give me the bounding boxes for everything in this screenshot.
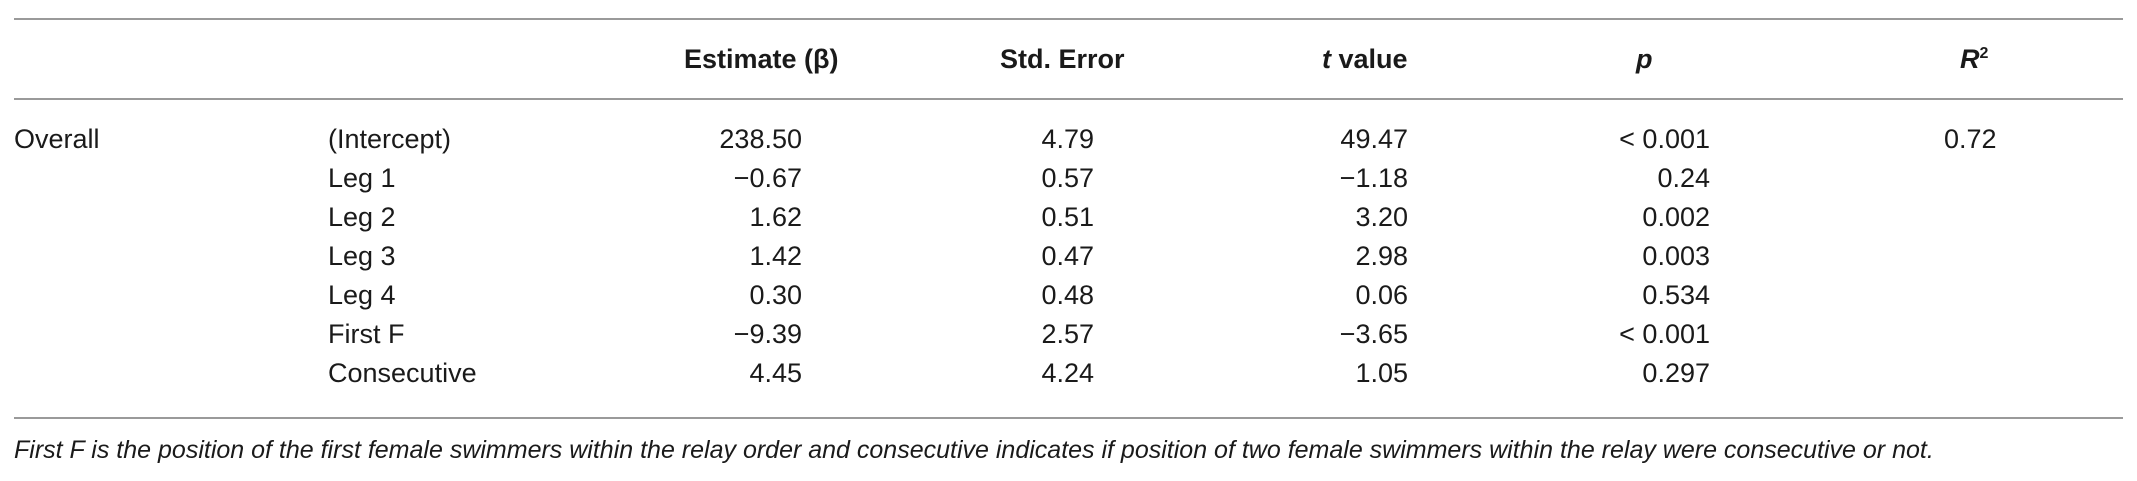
term: Leg 2: [328, 202, 396, 232]
group-label: Overall: [14, 124, 100, 154]
estimate: 1.62: [749, 202, 802, 232]
p-value: 0.534: [1642, 280, 1710, 310]
header-r2: R2: [1960, 42, 1988, 76]
std-error: 0.47: [1041, 241, 1094, 271]
std-error: 4.79: [1041, 124, 1094, 154]
t-value: −1.18: [1339, 163, 1408, 193]
std-error: 2.57: [1041, 319, 1094, 349]
header-t-value-t: t: [1322, 44, 1331, 74]
p-value: 0.297: [1642, 358, 1710, 388]
estimate: 1.42: [749, 241, 802, 271]
t-value: 3.20: [1355, 202, 1408, 232]
term: (Intercept): [328, 124, 452, 154]
p-value: < 0.001: [1619, 124, 1710, 154]
t-value: 1.05: [1355, 358, 1408, 388]
table-header-rule: [14, 98, 2123, 100]
std-error: 0.48: [1041, 280, 1094, 310]
table-footnote: First F is the position of the first fem…: [14, 436, 1934, 464]
term: Leg 4: [328, 280, 396, 310]
r2-value: 0.72: [1944, 124, 1997, 154]
p-value: 0.002: [1642, 202, 1710, 232]
std-error: 4.24: [1041, 358, 1094, 388]
header-p: p: [1636, 44, 1653, 74]
p-value: 0.003: [1642, 241, 1710, 271]
t-value: 0.06: [1355, 280, 1408, 310]
header-std-error: Std. Error: [1000, 44, 1125, 74]
term: Leg 3: [328, 241, 396, 271]
table-top-rule: [14, 18, 2123, 20]
header-t-value-label: value: [1331, 44, 1408, 74]
estimate: 238.50: [719, 124, 802, 154]
p-value: 0.24: [1657, 163, 1710, 193]
header-estimate: Estimate (β): [684, 44, 839, 74]
estimate: −0.67: [733, 163, 802, 193]
term: First F: [328, 319, 405, 349]
term: Consecutive: [328, 358, 477, 388]
estimate: 4.45: [749, 358, 802, 388]
std-error: 0.51: [1041, 202, 1094, 232]
t-value: −3.65: [1339, 319, 1408, 349]
header-r2-sup: 2: [1979, 45, 1989, 62]
estimate: −9.39: [733, 319, 802, 349]
std-error: 0.57: [1041, 163, 1094, 193]
t-value: 2.98: [1355, 241, 1408, 271]
t-value: 49.47: [1340, 124, 1408, 154]
term: Leg 1: [328, 163, 396, 193]
header-t-value: t value: [1322, 42, 1408, 76]
estimate: 0.30: [749, 280, 802, 310]
table-bottom-rule: [14, 417, 2123, 419]
header-r2-base: R: [1960, 44, 1980, 74]
p-value: < 0.001: [1619, 319, 1710, 349]
